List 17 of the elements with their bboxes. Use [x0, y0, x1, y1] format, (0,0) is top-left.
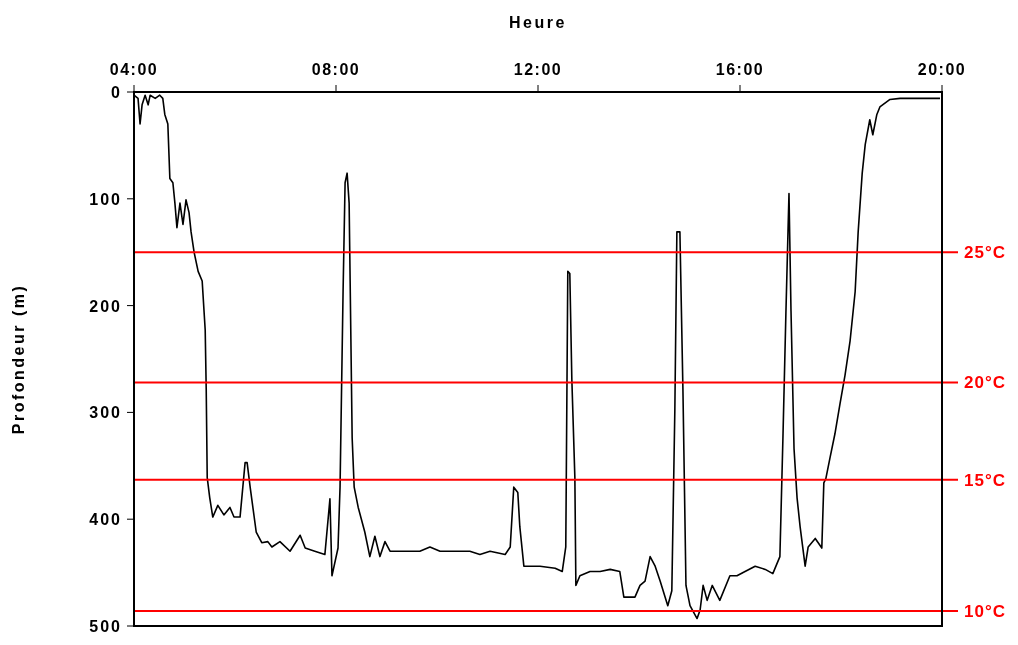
ref-line-label: 15°C: [964, 470, 1006, 490]
y-tick-label: 400: [89, 511, 122, 529]
ref-line-label: 25°C: [964, 243, 1006, 263]
x-tick-label: 20:00: [917, 61, 967, 78]
y-tick-label: 0: [111, 84, 122, 101]
x-tick-label: 16:00: [715, 61, 765, 78]
x-axis-title: Heure: [509, 14, 567, 31]
x-tick-label: 08:00: [311, 61, 361, 78]
y-tick-label: 200: [89, 297, 122, 315]
y-tick-label: 100: [89, 190, 122, 208]
y-tick-label: 500: [89, 618, 122, 635]
y-tick-label: 300: [89, 404, 122, 422]
x-tick-label: 12:00: [513, 61, 563, 78]
ref-line-label: 10°C: [964, 602, 1006, 622]
ref-line-label: 20°C: [964, 373, 1006, 393]
y-axis-title: Profondeur (m): [10, 283, 27, 435]
x-tick-label: 04:00: [109, 61, 159, 78]
